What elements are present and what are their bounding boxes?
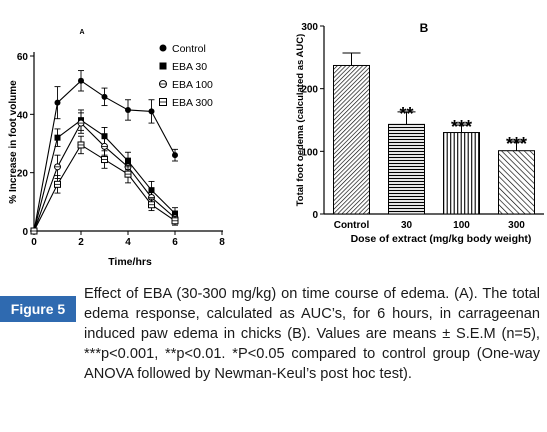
y-tick-label: 300	[301, 22, 318, 33]
series-control	[31, 70, 178, 234]
auc-bar-chart: 0 100 200 300 Control 30 ** 100 *** 300 *** B Dos…	[295, 21, 544, 245]
significance-label: ***	[506, 134, 527, 154]
auc-x-label: Dose of extract (mg/kg body weight)	[351, 233, 532, 245]
data-point	[125, 106, 131, 113]
y-tick-label: 0	[22, 227, 28, 238]
bar	[498, 150, 535, 215]
legend-label: EBA 30	[172, 61, 207, 73]
data-point	[54, 99, 61, 106]
time-course-legend: Control EBA 30 EBA 100 EBA 300	[159, 43, 213, 109]
legend-label: EBA 300	[172, 97, 213, 109]
bar	[333, 64, 370, 215]
data-point	[172, 152, 178, 159]
data-point	[148, 108, 155, 115]
figure-caption: Effect of EBA (30-300 mg/kg) on time cou…	[84, 286, 540, 382]
y-tick-label: 40	[17, 110, 29, 121]
category-label: 30	[401, 220, 413, 231]
category-label: Control	[334, 220, 370, 231]
y-tick-label: 20	[17, 169, 29, 180]
data-point	[101, 133, 108, 140]
data-point	[159, 62, 167, 70]
auc-y-label: Total foot oedema (calculated as AUC)	[295, 34, 306, 207]
x-tick-label: 6	[172, 237, 178, 248]
time-course-chart: 0 2 4 6 8 0 20 40 60 Control EBA 30 EBA 100 EBA 300…	[8, 29, 225, 268]
legend-label: Control	[172, 43, 206, 55]
bar	[388, 123, 425, 215]
auc-bars: Control 30 ** 100 *** 300 ***	[333, 52, 535, 231]
y-tick-label: 100	[301, 147, 318, 158]
time-course-axes: 0 2 4 6 8 0 20 40 60	[17, 52, 225, 248]
significance-label: ***	[451, 117, 472, 137]
data-point	[159, 44, 167, 52]
time-course-y-label: % Increase in foot volume	[8, 80, 19, 204]
x-tick-label: 8	[219, 237, 225, 248]
x-tick-label: 0	[31, 237, 37, 248]
y-tick-label: 200	[301, 85, 318, 96]
panel-label-b: B	[420, 21, 429, 35]
significance-label: **	[399, 104, 413, 124]
data-point	[54, 134, 61, 141]
category-label: 100	[453, 220, 470, 231]
series-eba-300	[30, 135, 179, 235]
y-tick-label: 60	[17, 52, 29, 63]
legend-label: EBA 100	[172, 79, 213, 91]
data-point	[78, 77, 84, 84]
x-tick-label: 2	[78, 237, 84, 248]
data-point	[101, 93, 108, 100]
x-tick-label: 4	[125, 237, 131, 248]
figure-label: Figure 5	[0, 296, 76, 322]
time-course-series	[30, 70, 179, 235]
bar	[443, 132, 480, 215]
category-label: 300	[508, 220, 525, 231]
y-tick-label: 0	[312, 210, 318, 221]
time-course-x-label: Time/hrs	[108, 256, 152, 268]
panel-label-a: A	[79, 29, 84, 36]
